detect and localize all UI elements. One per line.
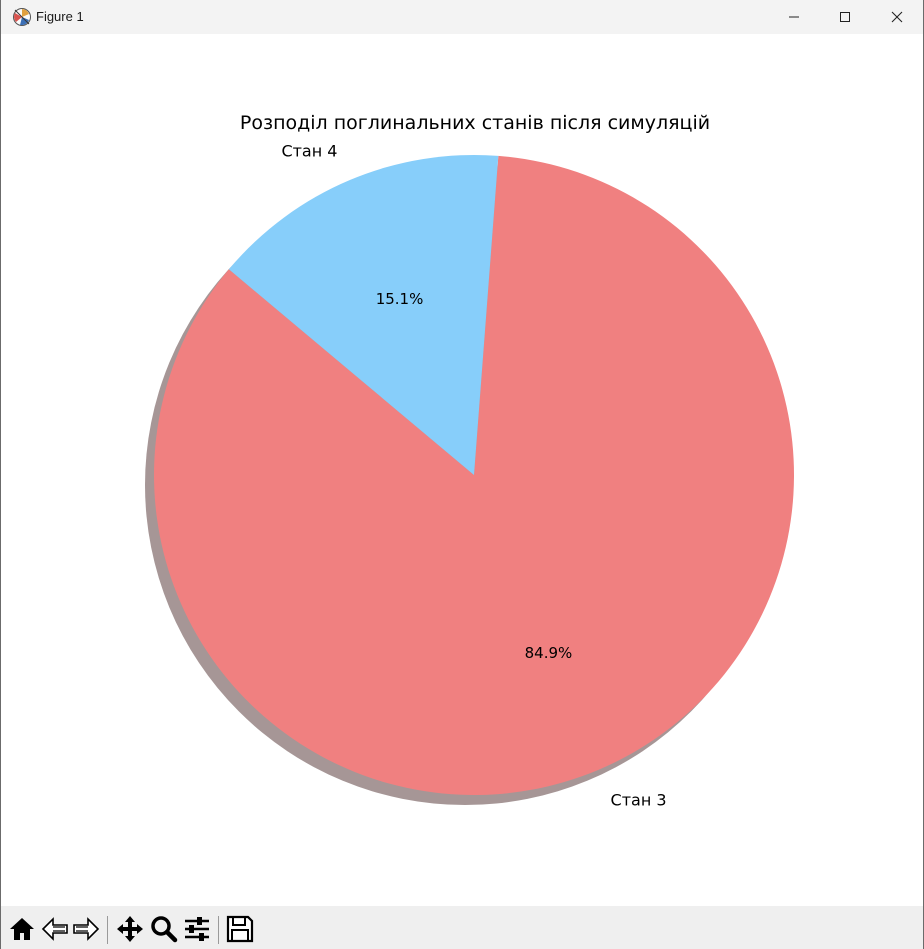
- close-icon: [891, 11, 903, 23]
- slice-label: Стан 3: [611, 790, 667, 809]
- back-button[interactable]: [40, 914, 70, 944]
- figure-canvas: Розподіл поглинальних станів після симул…: [5, 34, 921, 906]
- title-bar[interactable]: Figure 1: [1, 0, 923, 34]
- left-arrow-icon: [41, 917, 68, 941]
- pan-button[interactable]: [115, 914, 145, 944]
- toolbar-separator: [218, 916, 219, 944]
- pie-chart: Розподіл поглинальних станів після симул…: [145, 112, 795, 809]
- slice-percent-label: 15.1%: [376, 290, 424, 308]
- toolbar-separator: [107, 916, 108, 944]
- navigation-toolbar: [1, 906, 923, 949]
- sliders-icon: [185, 917, 209, 941]
- slice-percent-label: 84.9%: [525, 644, 573, 662]
- matplotlib-figure-icon: [12, 7, 32, 27]
- configure-subplots-button[interactable]: [182, 914, 212, 944]
- maximize-button[interactable]: [822, 0, 868, 34]
- minimize-button[interactable]: [771, 0, 817, 34]
- slice-label: Стан 4: [281, 142, 337, 161]
- home-icon: [10, 918, 34, 940]
- chart-title: Розподіл поглинальних станів після симул…: [240, 112, 710, 134]
- save-button[interactable]: [225, 914, 255, 944]
- forward-button[interactable]: [71, 914, 101, 944]
- magnifier-icon: [151, 916, 178, 943]
- maximize-icon: [840, 12, 850, 22]
- zoom-button[interactable]: [149, 914, 179, 944]
- move-icon: [117, 916, 143, 942]
- home-button[interactable]: [7, 914, 37, 944]
- window-title: Figure 1: [36, 9, 84, 24]
- pie-slice-2[interactable]: [228, 155, 499, 475]
- close-button[interactable]: [874, 0, 920, 34]
- floppy-disk-icon: [226, 915, 254, 943]
- pie-slice-1[interactable]: [154, 155, 795, 796]
- minimize-icon: [789, 16, 799, 18]
- right-arrow-icon: [73, 917, 100, 941]
